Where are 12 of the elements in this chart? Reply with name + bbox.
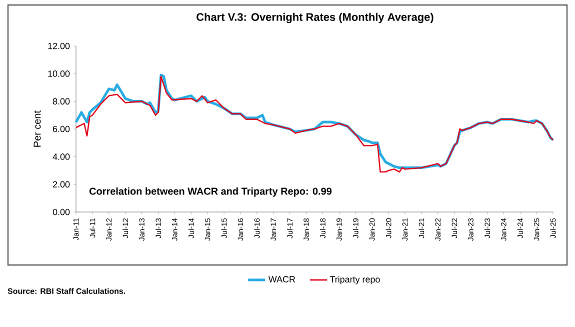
y-tick-label: 6.00 (52, 126, 70, 132)
annotation: Correlation between WACR and Triparty Repo: 0.99 (89, 187, 332, 197)
y-tick-label: 4.00 (52, 153, 70, 160)
y-tick-label: 12.00 (48, 42, 70, 50)
y-tick-label: 2.00 (52, 181, 70, 188)
y-axis-title: Per cent (34, 110, 41, 147)
legend-label: WACR (268, 276, 296, 282)
y-tick-label: 10.00 (48, 70, 70, 77)
y-tick-label: 8.00 (52, 98, 70, 105)
legend-label: Triparty repo (330, 276, 380, 284)
chart-title: Chart V.3: Overnight Rates (Monthly Average) (196, 12, 434, 24)
y-tick-label: 0.00 (52, 208, 70, 216)
